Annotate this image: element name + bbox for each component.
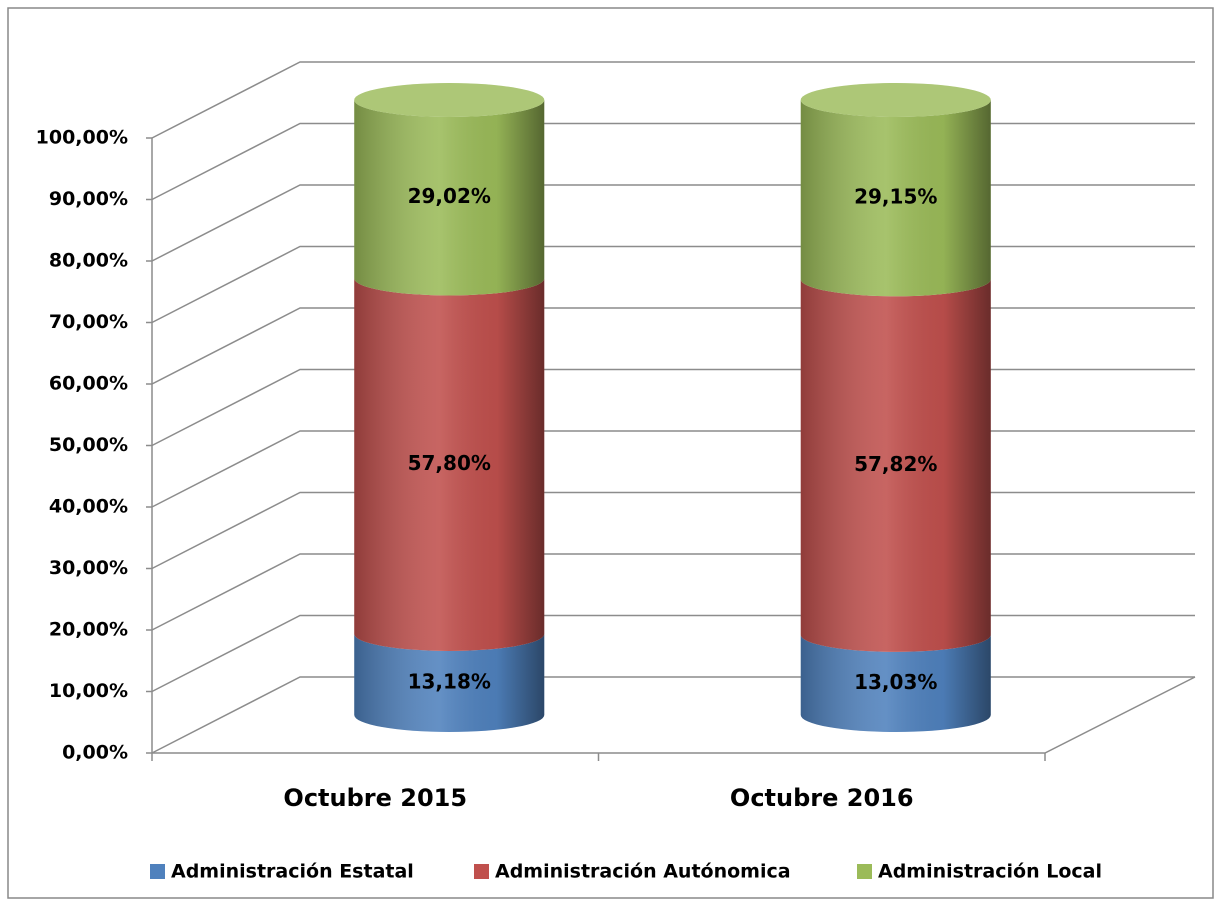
legend-label: Administración Estatal — [171, 861, 414, 883]
y-tick-label: 30,00% — [49, 557, 128, 579]
value-label: 29,02% — [408, 184, 491, 208]
y-tick-label: 90,00% — [49, 188, 128, 210]
legend-label: Administración Local — [878, 861, 1102, 883]
y-tick-label: 40,00% — [49, 496, 128, 518]
y-tick-label: 50,00% — [49, 434, 128, 456]
legend-swatch — [857, 864, 872, 879]
y-tick-label: 20,00% — [49, 619, 128, 641]
y-tick-label: 10,00% — [49, 680, 128, 702]
value-label: 57,82% — [854, 452, 937, 476]
segment-shade — [800, 634, 991, 732]
legend-swatch — [150, 864, 165, 879]
segment-shade — [354, 278, 545, 651]
value-label: 57,80% — [408, 451, 491, 475]
segment-shade — [800, 279, 991, 652]
value-label: 13,18% — [408, 669, 491, 693]
y-tick-label: 60,00% — [49, 373, 128, 395]
x-tick-label: Octubre 2016 — [730, 784, 914, 812]
y-tick-label: 70,00% — [49, 311, 128, 333]
segment-shade — [800, 100, 991, 297]
y-tick-label: 0,00% — [62, 742, 128, 764]
x-tick-label: Octubre 2015 — [283, 784, 467, 812]
cylinder-top — [800, 83, 991, 117]
segment-shade — [354, 100, 545, 296]
cylinder-top — [354, 83, 545, 117]
y-tick-label: 80,00% — [49, 250, 128, 272]
legend-label: Administración Autónomica — [495, 861, 791, 883]
grid-line — [151, 61, 1195, 139]
value-label: 29,15% — [854, 185, 937, 209]
cylinder-top-light — [354, 83, 545, 117]
y-tick-label: 100,00% — [36, 127, 128, 149]
legend-swatch — [474, 864, 489, 879]
cylinder-top-light — [800, 83, 991, 117]
segment-shade — [354, 633, 545, 732]
chart-border — [7, 7, 1214, 899]
value-label: 13,03% — [854, 670, 937, 694]
